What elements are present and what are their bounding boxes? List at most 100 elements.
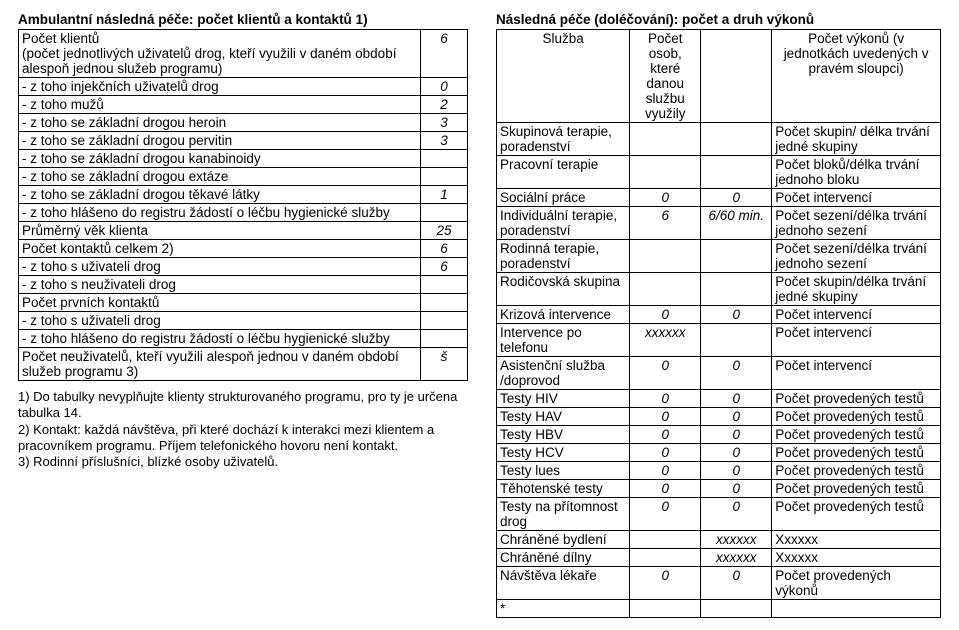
- row-value: 25: [421, 222, 468, 240]
- units-label: Počet intervencí: [772, 189, 941, 207]
- table-row: Testy na přítomnost drog00Počet proveden…: [497, 498, 941, 531]
- units-label: Xxxxxx: [772, 531, 941, 549]
- units-label: Počet provedených testů: [772, 462, 941, 480]
- table-row: Testy HBV00Počet provedených testů: [497, 426, 941, 444]
- units-label: Počet provedených výkonů: [772, 567, 941, 600]
- row-value: [421, 150, 468, 168]
- service-label: Testy HBV: [497, 426, 630, 444]
- table-row: - z toho s uživateli drog: [19, 312, 468, 330]
- persons-value: 0: [630, 390, 701, 408]
- units-label: Počet skupin/délka trvání jedné skupiny: [772, 273, 941, 306]
- persons-value: [630, 600, 701, 618]
- extra-value: xxxxxx: [701, 549, 772, 567]
- units-label: Počet sezení/délka trvání jednoho sezení: [772, 207, 941, 240]
- row-label: Průměrný věk klienta: [19, 222, 421, 240]
- left-heading: Ambulantní následná péče: počet klientů …: [18, 12, 468, 27]
- units-label: Počet provedených testů: [772, 444, 941, 462]
- persons-value: 0: [630, 189, 701, 207]
- table-row: - z toho se základní drogou heroin3: [19, 114, 468, 132]
- table-row: - z toho se základní drogou pervitin3: [19, 132, 468, 150]
- units-label: Počet provedených testů: [772, 390, 941, 408]
- service-label: Intervence po telefonu: [497, 324, 630, 357]
- row-value: [421, 204, 468, 222]
- right-table: Služba Počet osob, které danou službu vy…: [496, 29, 941, 618]
- extra-value: 6/60 min.: [701, 207, 772, 240]
- table-row: Testy lues00Počet provedených testů: [497, 462, 941, 480]
- right-th-empty: [701, 30, 772, 123]
- row-label: - z toho se základní drogou extáze: [19, 168, 421, 186]
- extra-value: [701, 324, 772, 357]
- service-label: Testy HIV: [497, 390, 630, 408]
- footnote-3: 3) Rodinní příslušníci, blízké osoby uži…: [18, 454, 468, 470]
- extra-value: 0: [701, 390, 772, 408]
- service-label: Chráněné dílny: [497, 549, 630, 567]
- service-label: *: [497, 600, 630, 618]
- footnote-1: 1) Do tabulky nevyplňujte klienty strukt…: [18, 389, 468, 422]
- row-value: 6: [421, 240, 468, 258]
- row-value: 3: [421, 114, 468, 132]
- row-value: 6: [421, 258, 468, 276]
- service-label: Návštěva lékaře: [497, 567, 630, 600]
- table-row: - z toho mužů2: [19, 96, 468, 114]
- row-label: - z toho s uživateli drog: [19, 312, 421, 330]
- table-row: - z toho s uživateli drog6: [19, 258, 468, 276]
- service-label: Asistenční služba /doprovod: [497, 357, 630, 390]
- extra-value: [701, 156, 772, 189]
- table-row: Intervence po telefonuxxxxxxPočet interv…: [497, 324, 941, 357]
- row-label: - z toho injekčních uživatelů drog: [19, 78, 421, 96]
- extra-value: 0: [701, 462, 772, 480]
- extra-value: xxxxxx: [701, 531, 772, 549]
- row-value: [421, 168, 468, 186]
- persons-value: 0: [630, 498, 701, 531]
- service-label: Těhotenské testy: [497, 480, 630, 498]
- service-label: Sociální práce: [497, 189, 630, 207]
- persons-value: xxxxxx: [630, 324, 701, 357]
- table-row: Pracovní terapiePočet bloků/délka trvání…: [497, 156, 941, 189]
- row-label: Počet neuživatelů, kteří využili alespoň…: [19, 348, 421, 381]
- left-table: Počet klientů (počet jednotlivých uživat…: [18, 29, 468, 381]
- table-row: Testy HAV00Počet provedených testů: [497, 408, 941, 426]
- table-row: - z toho hlášeno do registru žádostí o l…: [19, 204, 468, 222]
- row-value: 6: [421, 30, 468, 78]
- row-label: Počet klientů (počet jednotlivých uživat…: [19, 30, 421, 78]
- units-label: Počet provedených testů: [772, 498, 941, 531]
- table-row: Těhotenské testy00Počet provedených test…: [497, 480, 941, 498]
- persons-value: [630, 240, 701, 273]
- row-label: - z toho se základní drogou pervitin: [19, 132, 421, 150]
- row-value: 0: [421, 78, 468, 96]
- row-value: [421, 312, 468, 330]
- units-label: Počet sezení/délka trvání jednoho sezení: [772, 240, 941, 273]
- service-label: Skupinová terapie, poradenství: [497, 123, 630, 156]
- table-row: Individuální terapie, poradenství66/60 m…: [497, 207, 941, 240]
- table-row: Počet klientů (počet jednotlivých uživat…: [19, 30, 468, 78]
- persons-value: [630, 123, 701, 156]
- extra-value: [701, 600, 772, 618]
- service-label: Rodičovská skupina: [497, 273, 630, 306]
- table-row: - z toho se základní drogou extáze: [19, 168, 468, 186]
- service-label: Rodinná terapie, poradenství: [497, 240, 630, 273]
- extra-value: 0: [701, 444, 772, 462]
- table-row: Testy HCV00Počet provedených testů: [497, 444, 941, 462]
- persons-value: 6: [630, 207, 701, 240]
- service-label: Individuální terapie, poradenství: [497, 207, 630, 240]
- persons-value: 0: [630, 426, 701, 444]
- row-label: Počet kontaktů celkem 2): [19, 240, 421, 258]
- extra-value: 0: [701, 426, 772, 444]
- right-heading: Následná péče (doléčování): počet a druh…: [496, 12, 941, 27]
- units-label: Počet provedených testů: [772, 426, 941, 444]
- row-value: š: [421, 348, 468, 381]
- persons-value: 0: [630, 480, 701, 498]
- table-row: Chráněné bydleníxxxxxxXxxxxx: [497, 531, 941, 549]
- row-label: - z toho s uživateli drog: [19, 258, 421, 276]
- units-label: [772, 600, 941, 618]
- footnote-2: 2) Kontakt: každá návštěva, při které do…: [18, 422, 468, 455]
- row-value: [421, 294, 468, 312]
- table-row: - z toho se základní drogou kanabinoidy: [19, 150, 468, 168]
- persons-value: 0: [630, 462, 701, 480]
- units-label: Počet intervencí: [772, 357, 941, 390]
- units-label: Počet provedených testů: [772, 480, 941, 498]
- table-row: - z toho hlášeno do registru žádostí o l…: [19, 330, 468, 348]
- row-value: [421, 276, 468, 294]
- service-label: Testy lues: [497, 462, 630, 480]
- row-label: - z toho mužů: [19, 96, 421, 114]
